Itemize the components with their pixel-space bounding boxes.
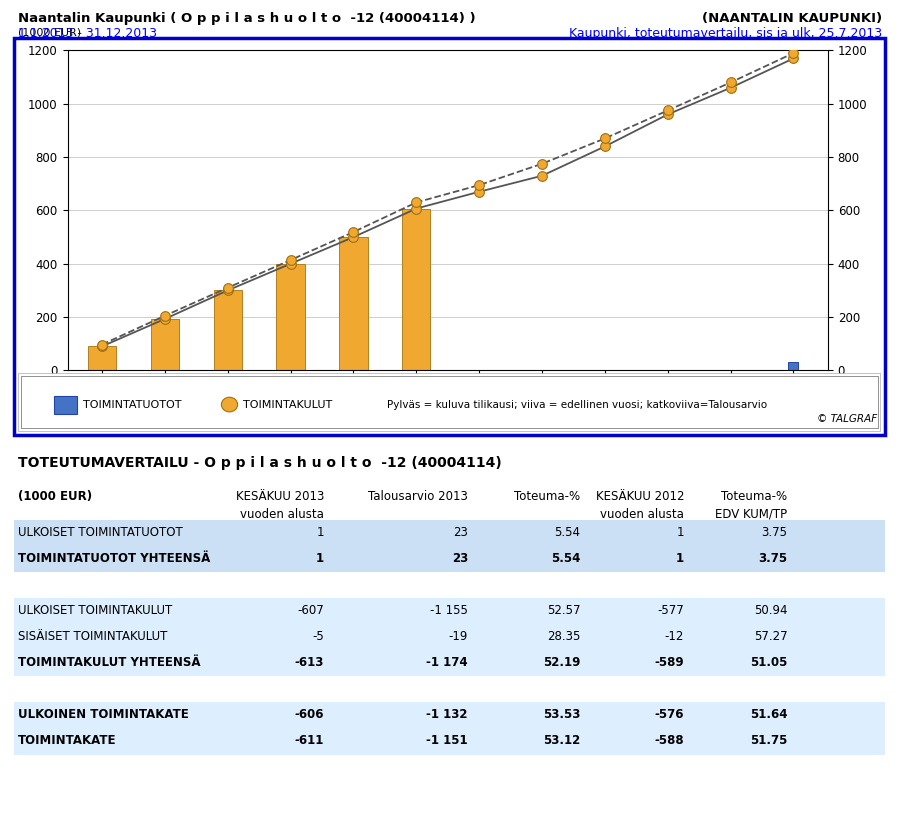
- Text: -19: -19: [448, 630, 468, 643]
- Bar: [339, 237, 367, 370]
- Text: 52.19: 52.19: [543, 656, 580, 669]
- Text: Toteuma-%: Toteuma-%: [722, 490, 788, 503]
- Text: KESÄKUU 2012: KESÄKUU 2012: [596, 490, 684, 503]
- Text: Kaupunki, toteutumavertailu, sis ja ulk, 25.7.2013: Kaupunki, toteutumavertailu, sis ja ulk,…: [569, 27, 882, 40]
- Text: vuoden alusta: vuoden alusta: [600, 508, 684, 521]
- Text: -576: -576: [654, 708, 684, 721]
- Text: 5.54: 5.54: [554, 526, 580, 539]
- Text: 51.75: 51.75: [750, 734, 788, 747]
- Bar: [88, 347, 116, 370]
- Text: 51.05: 51.05: [750, 656, 788, 669]
- Text: Toteuma-%: Toteuma-%: [515, 490, 580, 503]
- Text: 1: 1: [317, 526, 324, 539]
- Text: TOIMINTATUOTOT YHTEENSÄ: TOIMINTATUOTOT YHTEENSÄ: [18, 552, 211, 565]
- Text: -1 151: -1 151: [427, 734, 468, 747]
- Text: Naantalin Kaupunki ( O p p i l a s h u o l t o  -12 (40004114) ): Naantalin Kaupunki ( O p p i l a s h u o…: [18, 12, 475, 25]
- Text: -606: -606: [294, 708, 324, 721]
- Text: ULKOISET TOIMINTAKULUT: ULKOISET TOIMINTAKULUT: [18, 604, 172, 617]
- Text: Pylväs = kuluva tilikausi; viiva = edellinen vuosi; katkoviiva=Talousarvio: Pylväs = kuluva tilikausi; viiva = edell…: [387, 400, 767, 409]
- Text: -12: -12: [664, 630, 684, 643]
- Text: © TALGRAF: © TALGRAF: [817, 414, 878, 424]
- Text: SISÄISET TOIMINTAKULUT: SISÄISET TOIMINTAKULUT: [18, 630, 167, 643]
- Text: 5.54: 5.54: [551, 552, 580, 565]
- Text: (1000 EUR): (1000 EUR): [18, 28, 81, 37]
- Text: -5: -5: [312, 630, 324, 643]
- Text: -1 155: -1 155: [430, 604, 468, 617]
- Text: 57.27: 57.27: [754, 630, 788, 643]
- Text: TOTEUTUMAVERTAILU - O p p i l a s h u o l t o  -12 (40004114): TOTEUTUMAVERTAILU - O p p i l a s h u o …: [18, 456, 502, 470]
- Text: (NAANTALIN KAUPUNKI): (NAANTALIN KAUPUNKI): [702, 12, 882, 25]
- Text: KESÄKUU 2013: KESÄKUU 2013: [236, 490, 324, 503]
- Text: TOIMINTAKULUT: TOIMINTAKULUT: [243, 400, 332, 409]
- Bar: [213, 291, 242, 370]
- Text: 53.12: 53.12: [544, 734, 580, 747]
- Text: -588: -588: [654, 734, 684, 747]
- Text: Talousarvio 2013: Talousarvio 2013: [368, 490, 468, 503]
- Text: 3.75: 3.75: [759, 552, 788, 565]
- Text: ULKOINEN TOIMINTAKATE: ULKOINEN TOIMINTAKATE: [18, 708, 189, 721]
- Text: 1: 1: [676, 552, 684, 565]
- Text: -577: -577: [657, 604, 684, 617]
- Text: -613: -613: [294, 656, 324, 669]
- Text: EDV KUM/TP: EDV KUM/TP: [716, 508, 788, 521]
- Text: 1.1.2013 - 31.12.2013: 1.1.2013 - 31.12.2013: [18, 27, 157, 40]
- Text: -589: -589: [654, 656, 684, 669]
- Text: 52.57: 52.57: [547, 604, 580, 617]
- Text: ULKOISET TOIMINTATUOTOT: ULKOISET TOIMINTATUOTOT: [18, 526, 183, 539]
- Text: 1: 1: [316, 552, 324, 565]
- Text: TOIMINTAKATE: TOIMINTAKATE: [18, 734, 116, 747]
- Bar: [151, 319, 179, 370]
- Text: 28.35: 28.35: [547, 630, 580, 643]
- Text: -611: -611: [294, 734, 324, 747]
- Text: TOIMINTAKULUT YHTEENSÄ: TOIMINTAKULUT YHTEENSÄ: [18, 656, 201, 669]
- Text: 53.53: 53.53: [543, 708, 580, 721]
- Text: -1 174: -1 174: [427, 656, 468, 669]
- Text: 50.94: 50.94: [754, 604, 788, 617]
- Text: 1: 1: [677, 526, 684, 539]
- Bar: [276, 264, 305, 370]
- Bar: [788, 362, 798, 370]
- Text: 23: 23: [452, 552, 468, 565]
- Text: 23: 23: [453, 526, 468, 539]
- Bar: [402, 208, 430, 370]
- Text: (1000 EUR): (1000 EUR): [18, 490, 92, 503]
- Text: -607: -607: [297, 604, 324, 617]
- Text: vuoden alusta: vuoden alusta: [240, 508, 324, 521]
- Text: 51.64: 51.64: [750, 708, 788, 721]
- Text: TOIMINTATUOTOT: TOIMINTATUOTOT: [83, 400, 181, 409]
- Text: 3.75: 3.75: [761, 526, 788, 539]
- Text: -1 132: -1 132: [427, 708, 468, 721]
